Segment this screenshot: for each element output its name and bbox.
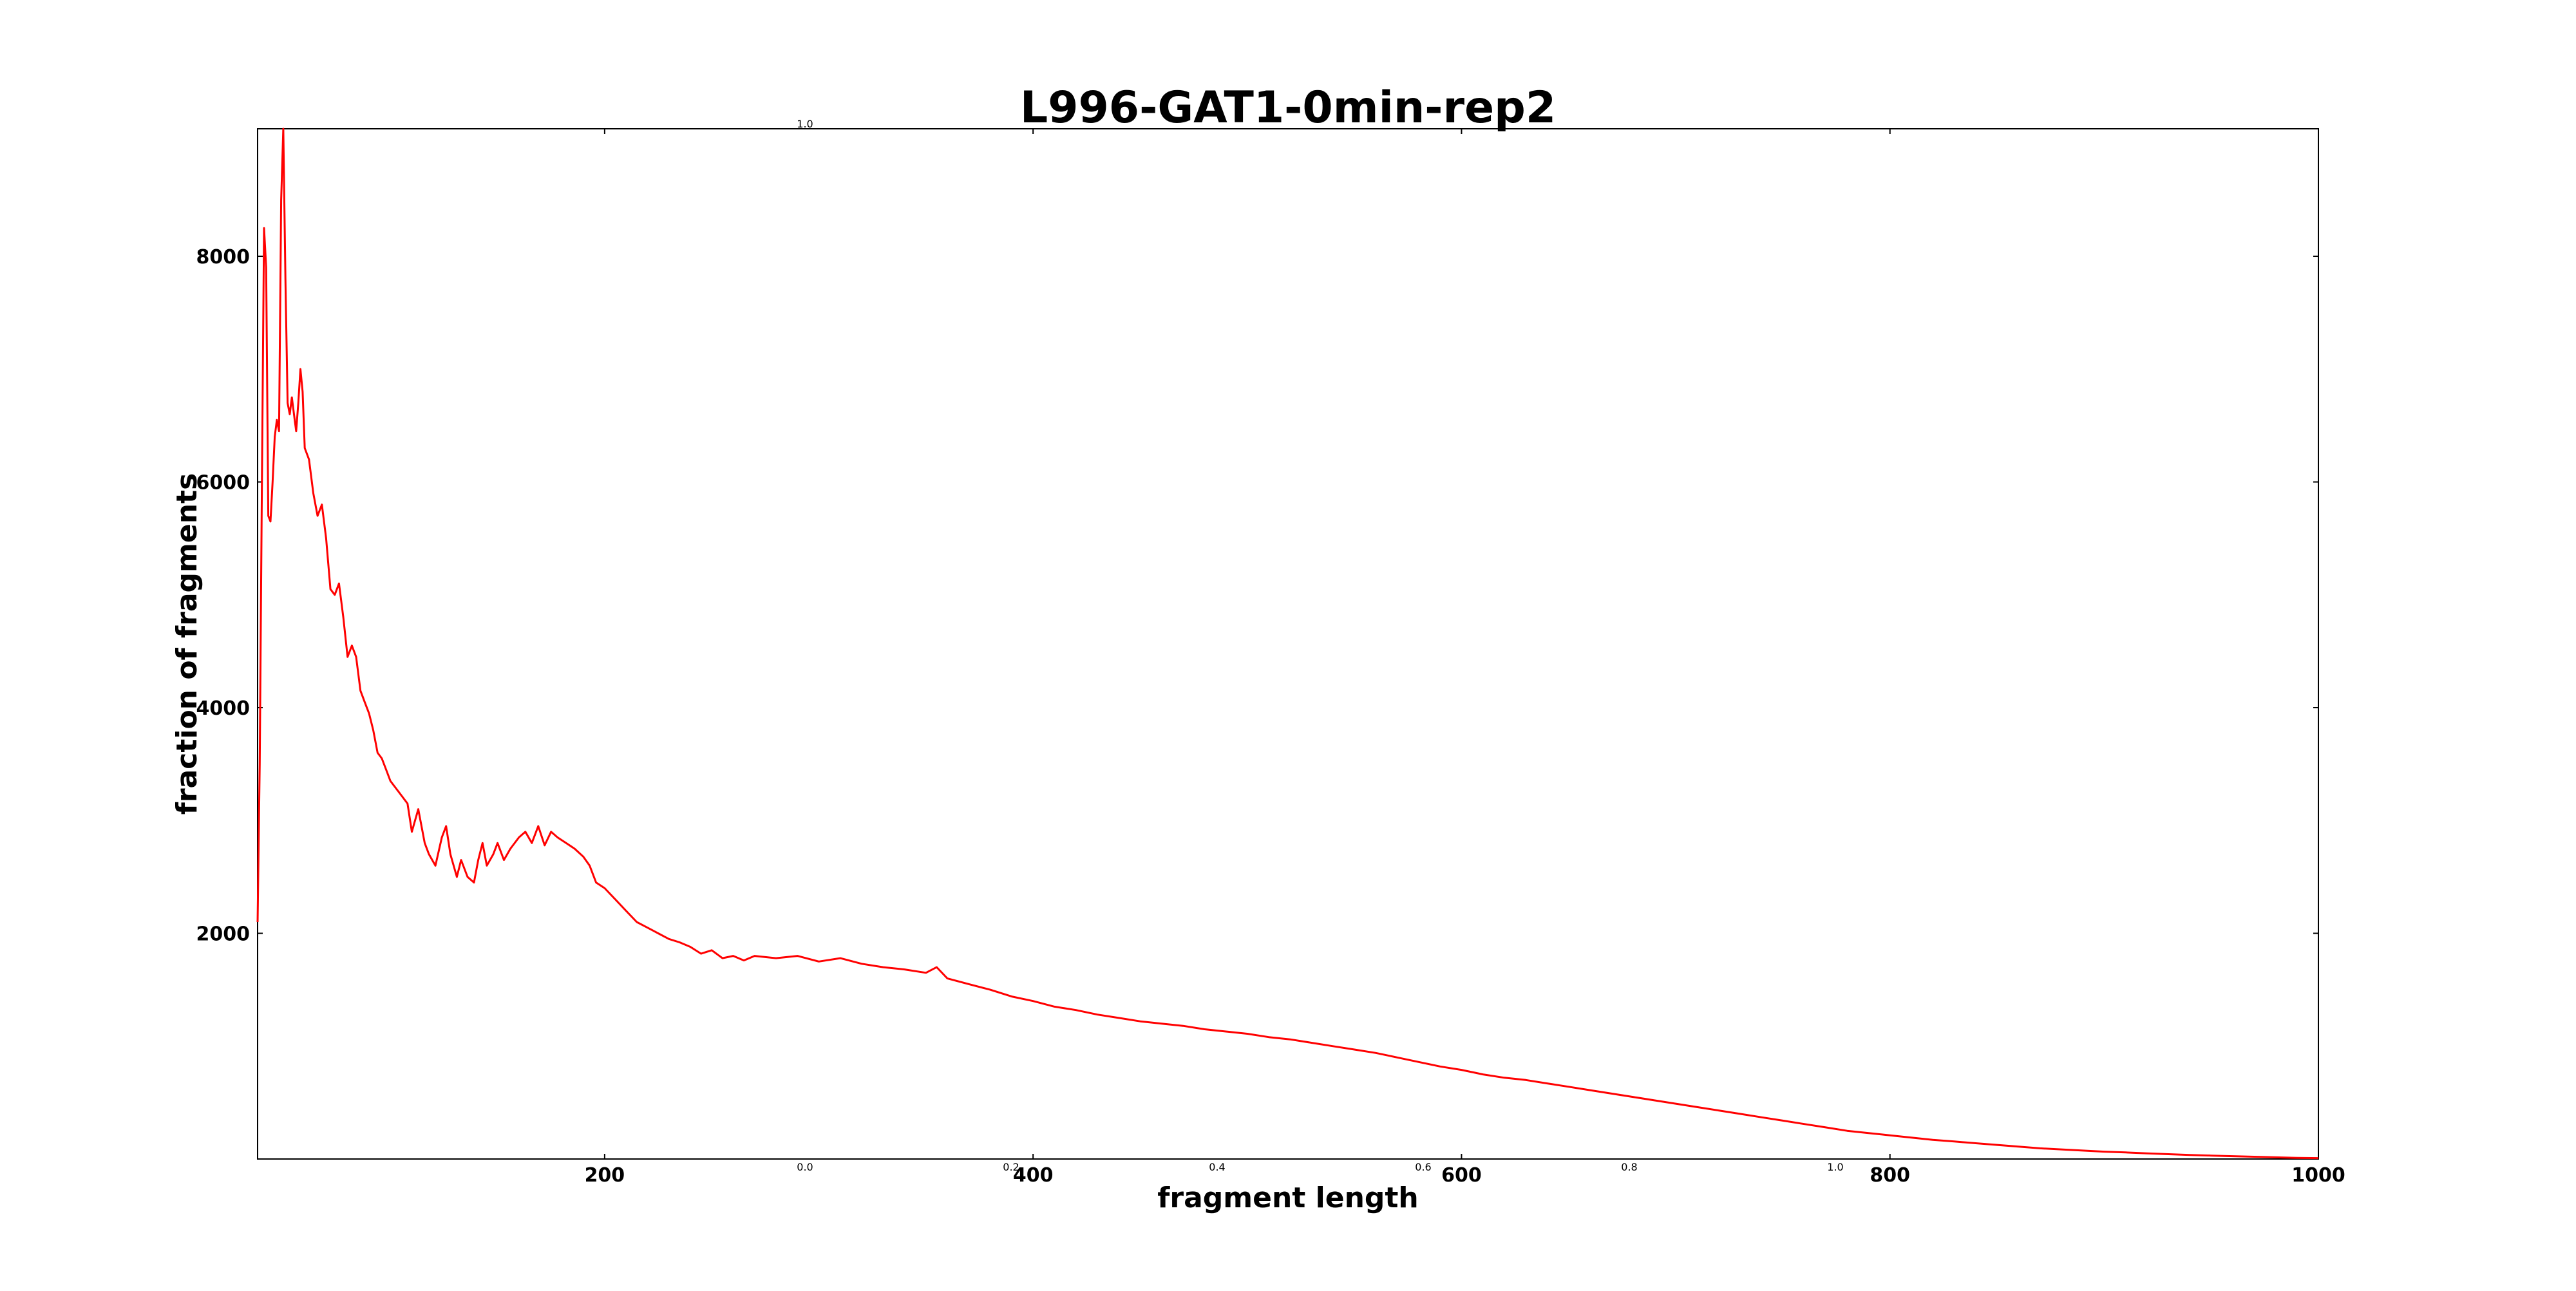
chart-title: L996-GAT1-0min-rep2: [1020, 82, 1556, 133]
ghost-tick-label: 1.0: [1827, 1161, 1843, 1173]
y-tick-label: 8000: [196, 246, 251, 269]
x-tick-label: 1000: [2291, 1164, 2345, 1187]
y-tick-label: 6000: [196, 472, 251, 495]
x-tick-label: 600: [1441, 1164, 1482, 1187]
ghost-tick-label: 0.6: [1415, 1161, 1431, 1173]
x-tick-label: 800: [1870, 1164, 1910, 1187]
ghost-tick-label: 0.8: [1621, 1161, 1637, 1173]
x-tick-label: 400: [1013, 1164, 1054, 1187]
series-line: [256, 127, 2319, 1160]
ghost-tick-label: 0.0: [797, 1161, 813, 1173]
ghost-tick-label: 0.4: [1209, 1161, 1225, 1173]
x-axis-label: fragment length: [1157, 1182, 1419, 1214]
ghost-tick-label: 1.0: [797, 118, 813, 130]
plot-frame: [257, 128, 2319, 1160]
x-tick-label: 200: [585, 1164, 625, 1187]
ghost-tick-label: 0.2: [1003, 1161, 1019, 1173]
ghost-axis: 0.0 0.2 0.4 0.6 0.8 1.0 1.0: [797, 118, 1843, 1173]
y-axis-label: fraction of fragments: [171, 473, 204, 815]
y-tick-label: 4000: [196, 697, 251, 720]
y-tick-label: 2000: [196, 923, 251, 946]
axis-ticks: 200 400 600 800 1000 2000 4000 6000 8000: [196, 129, 2345, 1187]
